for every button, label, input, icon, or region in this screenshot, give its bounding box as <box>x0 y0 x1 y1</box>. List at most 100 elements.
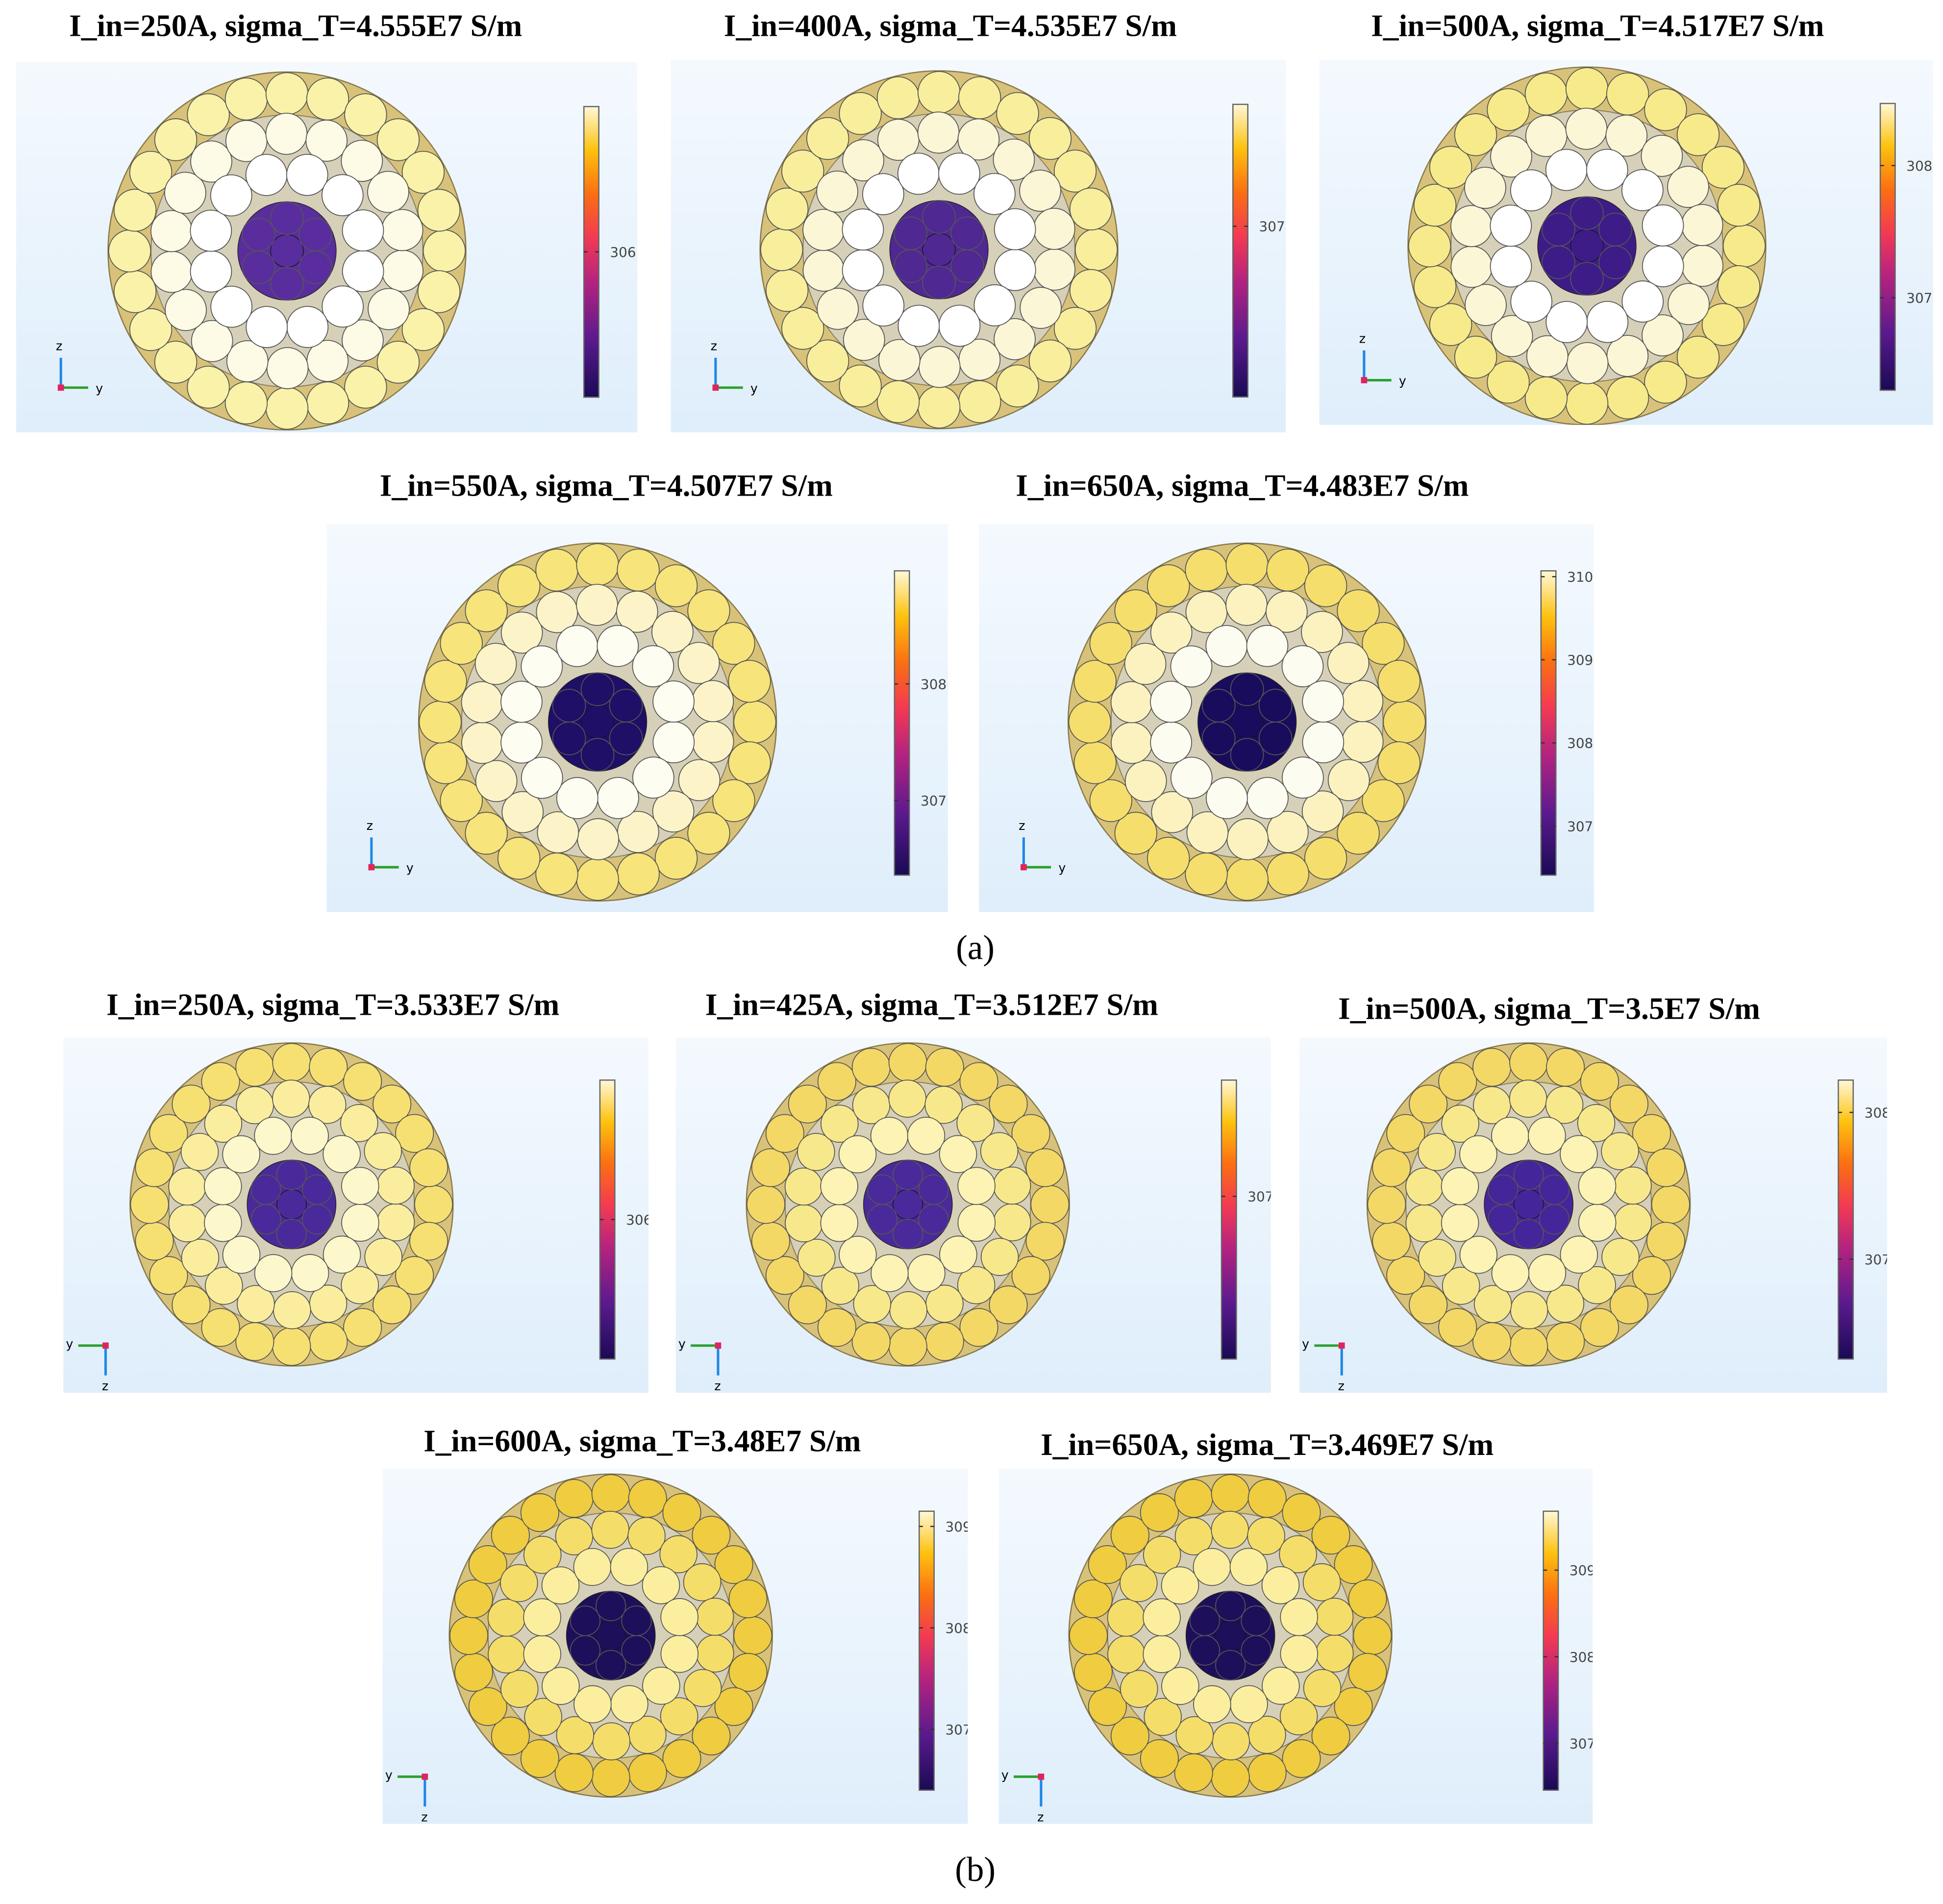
outer-strand <box>419 701 462 744</box>
inner-strand <box>190 250 232 293</box>
outer-strand <box>401 308 445 351</box>
outer-strand <box>839 92 882 135</box>
outer-strand <box>996 92 1039 135</box>
middle-strand <box>1279 1535 1317 1574</box>
outer-strand <box>728 741 771 784</box>
outer-strand <box>989 1285 1028 1325</box>
middle-strand <box>1578 1266 1616 1304</box>
panel-title: I_in=550A, sigma_T=4.507E7 S/m <box>379 470 833 503</box>
axis-origin-marker <box>368 864 375 871</box>
inner-strand <box>610 1685 648 1724</box>
outer-strand <box>376 341 420 384</box>
colorbar-tick-label: 307 <box>1247 1189 1271 1205</box>
middle-strand <box>1566 342 1609 384</box>
core-strand <box>552 721 586 755</box>
middle-strand <box>889 1291 927 1329</box>
panel-title: I_in=600A, sigma_T=3.48E7 S/m <box>423 1425 861 1459</box>
outer-strand <box>1311 1516 1350 1555</box>
z-axis-label: z <box>1359 331 1366 346</box>
outer-strand <box>1025 1148 1065 1187</box>
outer-strand <box>154 341 198 384</box>
colorbar-tick-label: 309 <box>1569 1562 1593 1578</box>
middle-strand <box>1614 1203 1652 1242</box>
inner-strand <box>957 1167 996 1205</box>
inner-strand <box>652 721 695 763</box>
inner-strand <box>1280 1598 1318 1636</box>
middle-strand <box>376 1203 415 1242</box>
outer-strand <box>1068 701 1111 744</box>
outer-strand <box>1609 1285 1649 1325</box>
z-axis-label: z <box>367 818 373 833</box>
middle-strand <box>1642 314 1684 356</box>
inner-strand <box>222 1235 261 1274</box>
core-strand <box>922 200 956 234</box>
outer-strand <box>395 1256 434 1295</box>
middle-strand <box>1341 680 1384 723</box>
cable-temperature-plot: 309 308 307 z y <box>998 1468 1593 1824</box>
outer-strand <box>806 339 849 383</box>
outer-strand <box>172 1084 211 1124</box>
outer-strand <box>113 189 157 232</box>
outer-strand <box>172 1285 211 1325</box>
inner-strand <box>1193 1685 1231 1724</box>
core-strand <box>1201 721 1236 755</box>
outer-strand <box>491 1516 530 1555</box>
colorbar <box>894 570 910 876</box>
z-axis-label: z <box>421 1810 427 1824</box>
outer-strand <box>1174 1479 1213 1518</box>
colorbar-tick-label: 307 <box>946 1722 968 1738</box>
core-strand <box>1570 196 1604 230</box>
inner-strand <box>642 1566 680 1604</box>
outer-strand <box>1408 224 1451 268</box>
middle-strand <box>592 1722 630 1761</box>
outer-strand <box>1632 1114 1671 1153</box>
outer-strand <box>888 1327 927 1366</box>
outer-strand <box>1565 67 1609 110</box>
inner-strand <box>610 1548 648 1586</box>
inner-strand <box>842 208 884 251</box>
outer-strand <box>1334 1545 1373 1584</box>
middle-strand <box>1111 722 1153 764</box>
outer-strand <box>765 1114 804 1153</box>
middle-strand <box>678 759 721 802</box>
inner-strand <box>210 174 252 217</box>
core-strand <box>570 1635 600 1666</box>
inner-strand <box>322 285 364 328</box>
inner-strand <box>1143 1598 1181 1636</box>
middle-strand <box>888 1079 927 1118</box>
outer-strand <box>224 77 268 121</box>
middle-strand <box>1143 1535 1181 1574</box>
core-strand <box>1230 672 1264 706</box>
outer-strand <box>1140 1739 1179 1778</box>
inner-strand <box>870 1117 909 1155</box>
outer-strand <box>1247 1479 1287 1518</box>
axis-origin-marker <box>712 384 719 391</box>
outer-strand <box>751 1148 790 1187</box>
outer-strand <box>1353 1616 1392 1655</box>
core-strand <box>302 1204 333 1235</box>
middle-strand <box>342 319 384 362</box>
middle-strand <box>1020 287 1062 329</box>
middle-strand <box>461 681 503 724</box>
middle-strand <box>659 1535 697 1574</box>
outer-strand <box>154 118 198 161</box>
inner-strand <box>542 1667 580 1705</box>
outer-strand <box>1266 549 1309 592</box>
outer-strand <box>788 1285 827 1325</box>
outer-strand <box>1717 265 1761 308</box>
core-strand <box>1539 1204 1570 1235</box>
outer-strand <box>373 1285 412 1325</box>
inner-strand <box>862 173 904 215</box>
outer-strand <box>1524 73 1568 116</box>
outer-strand <box>1429 303 1472 346</box>
middle-strand <box>367 171 409 213</box>
outer-strand <box>1304 837 1347 880</box>
core-strand <box>867 1174 898 1205</box>
middle-strand <box>523 1535 562 1574</box>
outer-strand <box>1509 1043 1548 1082</box>
inner-strand <box>1586 301 1629 343</box>
outer-strand <box>520 1493 559 1532</box>
inner-strand <box>203 1167 242 1205</box>
middle-strand <box>1033 207 1075 250</box>
outer-strand <box>1413 183 1457 227</box>
